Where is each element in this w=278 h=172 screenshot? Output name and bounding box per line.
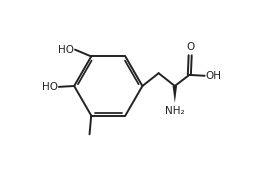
Text: HO: HO	[42, 82, 58, 92]
Polygon shape	[173, 86, 177, 103]
Text: O: O	[186, 42, 194, 52]
Text: NH₂: NH₂	[165, 106, 185, 116]
Text: OH: OH	[205, 71, 222, 81]
Text: HO: HO	[58, 45, 74, 55]
